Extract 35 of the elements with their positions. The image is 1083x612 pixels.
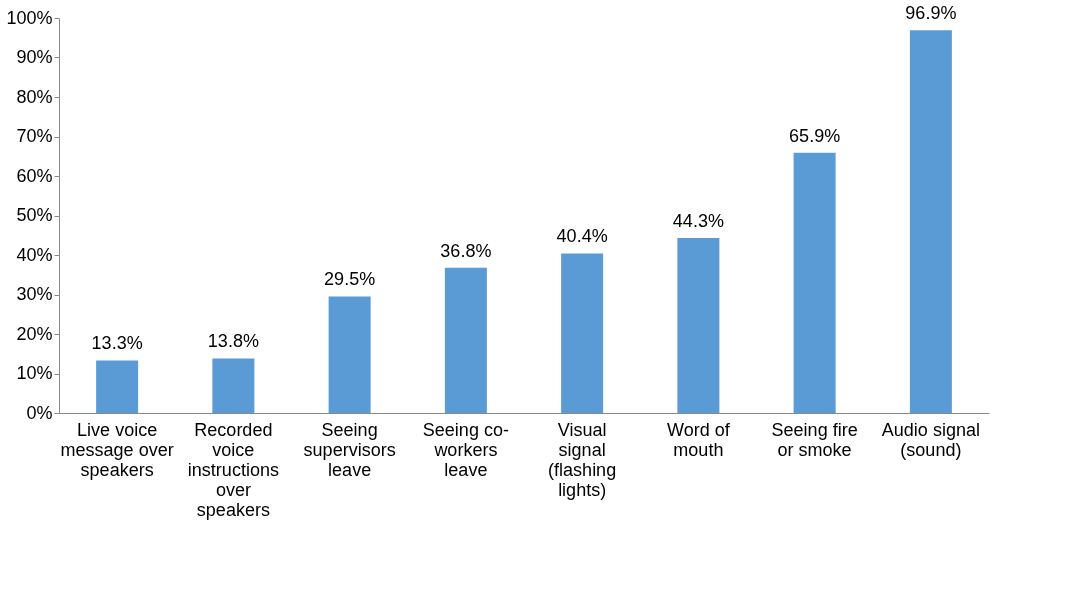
data-label: 40.4% — [556, 226, 608, 247]
data-label: 65.9% — [789, 125, 841, 146]
data-label: 13.8% — [207, 331, 259, 352]
x-tick-label: Visual signal (flashing lights) — [548, 419, 617, 500]
bar — [328, 296, 371, 413]
data-label: 29.5% — [324, 269, 376, 290]
bar — [96, 360, 139, 413]
x-tick-label: Word of mouth — [667, 419, 731, 460]
y-tick-label: 30% — [16, 284, 53, 304]
x-tick-label: Seeing fire or smoke — [771, 419, 858, 460]
bar — [793, 152, 836, 413]
bar — [561, 253, 604, 413]
bar — [677, 238, 720, 413]
data-label: 44.3% — [672, 211, 724, 232]
data-label: 36.8% — [440, 240, 492, 261]
data-label: 96.9% — [905, 3, 957, 24]
bar — [909, 30, 952, 413]
y-tick-label: 60% — [16, 165, 53, 186]
y-tick-label: 10% — [16, 363, 53, 383]
y-tick-label: 0% — [26, 402, 53, 423]
x-tick-label: Seeing co-workers leave — [422, 419, 509, 480]
y-tick-label: 70% — [16, 126, 53, 146]
x-tick-label: Live voice message over speakers — [60, 419, 174, 480]
y-tick-label: 100% — [6, 7, 53, 28]
x-tick-label: Audio signal (sound) — [881, 419, 980, 460]
y-tick-label: 50% — [16, 205, 53, 225]
x-tick-label: Recorded voice instructions over speakers — [187, 419, 279, 520]
x-tick-label: Seeing supervisors leave — [303, 419, 396, 480]
y-tick-label: 40% — [16, 244, 53, 265]
y-tick-label: 90% — [16, 47, 53, 67]
data-label: 13.3% — [91, 333, 143, 354]
y-tick-label: 20% — [16, 323, 53, 344]
bar — [212, 358, 255, 413]
bar — [444, 267, 487, 413]
y-tick-label: 80% — [16, 86, 53, 107]
